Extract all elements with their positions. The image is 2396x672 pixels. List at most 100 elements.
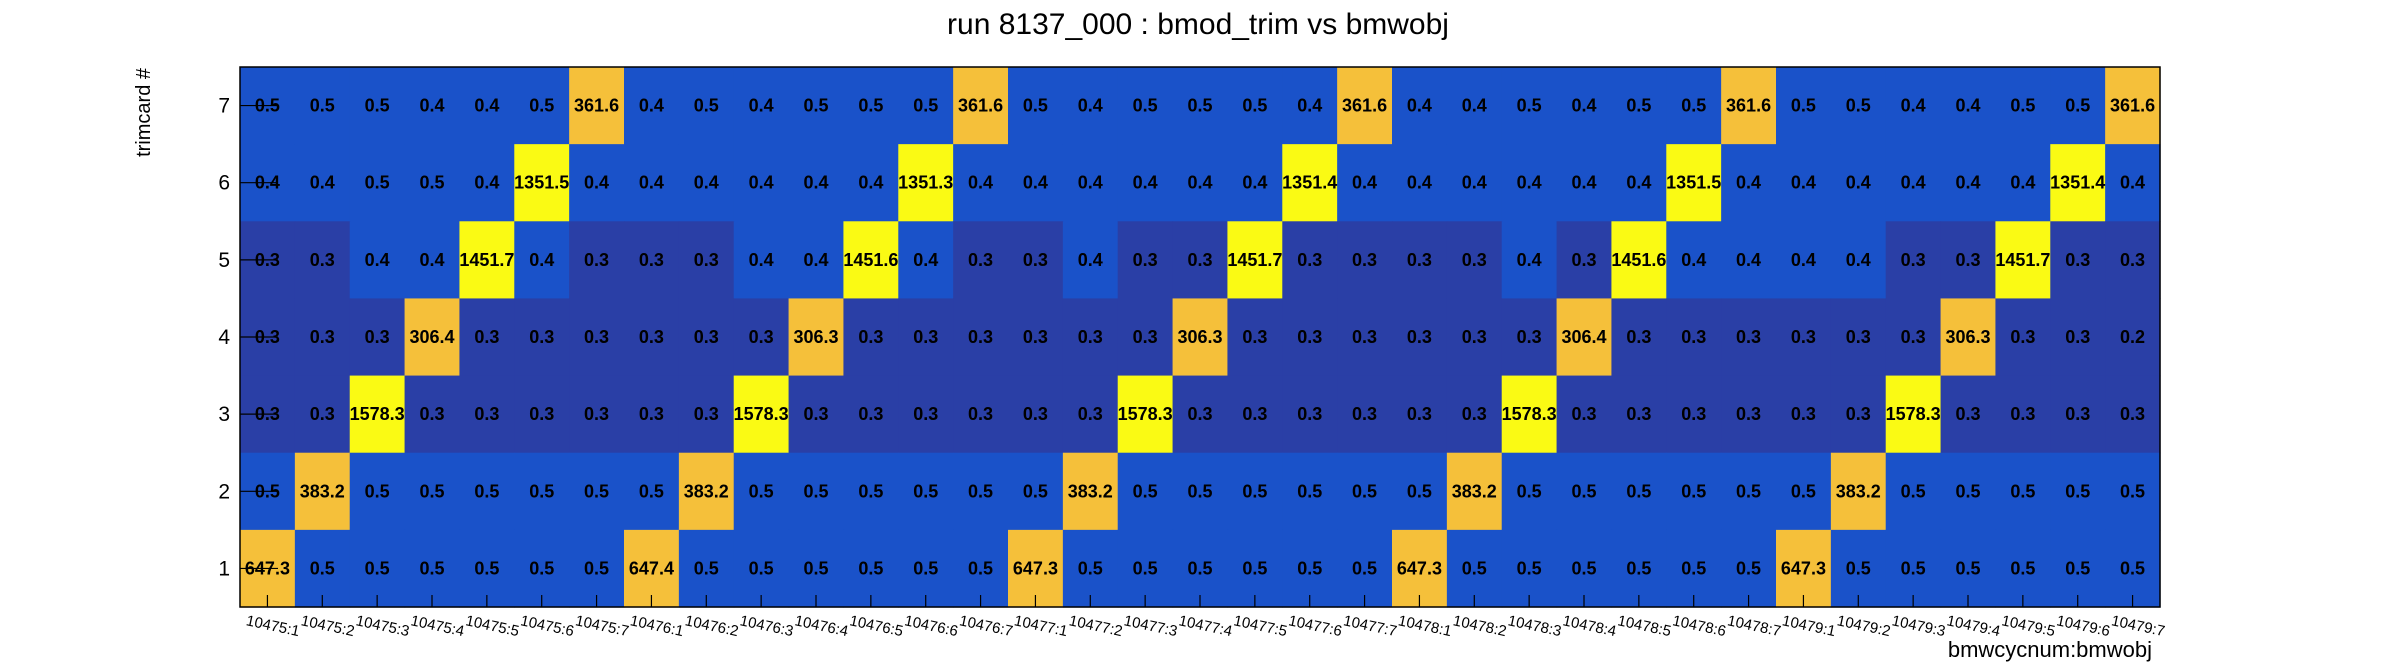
heatmap-cell (1885, 67, 1942, 145)
heatmap-cell (1392, 529, 1448, 608)
heatmap-cell (1337, 67, 1393, 145)
cell-value-label: 0.4 (1407, 173, 1432, 193)
cell-value-label: 1578.3 (1886, 404, 1941, 424)
cell-value-label: 0.3 (1736, 404, 1761, 424)
heatmap-cell (1062, 452, 1119, 531)
heatmap-cell (1062, 144, 1119, 222)
cell-value-label: 0.4 (803, 173, 828, 193)
heatmap-cell (1611, 529, 1667, 608)
cell-value-label: 0.5 (1791, 481, 1816, 501)
heatmap-cell (1117, 375, 1174, 454)
cell-value-label: 0.3 (1571, 404, 1596, 424)
cell-value-label: 0.5 (584, 558, 609, 578)
heatmap-cell (1501, 298, 1558, 377)
cell-value-label: 0.3 (1078, 404, 1103, 424)
x-tick-label: 10478:4 (1561, 612, 1618, 640)
heatmap-cell (2050, 375, 2106, 454)
heatmap-cell (1666, 529, 1722, 608)
heatmap-cell (953, 67, 1009, 145)
cell-value-label: 0.3 (1407, 250, 1432, 270)
heatmap-cell (1995, 221, 2051, 300)
heatmap-cell (2050, 67, 2106, 145)
cell-value-label: 0.3 (1517, 327, 1542, 347)
heatmap-cell (349, 529, 406, 608)
cell-value-label: 0.5 (2120, 481, 2145, 501)
cell-value-label: 0.4 (749, 96, 774, 116)
heatmap-cell (788, 221, 845, 300)
heatmap-cell (1940, 375, 1997, 454)
heatmap-cell (1172, 221, 1229, 300)
heatmap-cell (1227, 144, 1283, 222)
heatmap-cell (404, 452, 461, 531)
cell-value-label: 0.3 (639, 327, 664, 347)
heatmap-cell (1556, 298, 1613, 377)
cell-value-label: 0.3 (1901, 327, 1926, 347)
heatmap-cell (2105, 529, 2161, 608)
heatmap-cell (1501, 452, 1558, 531)
heatmap-cell (1885, 221, 1942, 300)
x-tick-label: 10477:6 (1287, 612, 1344, 640)
cell-value-label: 0.5 (749, 481, 774, 501)
cell-value-label: 0.3 (1407, 404, 1432, 424)
heatmap-cell (843, 452, 899, 531)
heatmap-cell (953, 375, 1009, 454)
heatmap-cell (1666, 298, 1722, 377)
heatmap-cell (624, 67, 680, 145)
cell-value-label: 0.3 (968, 250, 993, 270)
heatmap-cell (843, 67, 899, 145)
heatmap-cell (1556, 221, 1613, 300)
heatmap-cell (898, 298, 954, 377)
cell-value-label: 0.4 (474, 96, 499, 116)
cell-value-label: 0.4 (1736, 250, 1761, 270)
heatmap-cell (349, 298, 406, 377)
heatmap-cell (1611, 375, 1667, 454)
heatmap-cell (1995, 529, 2051, 608)
cell-value-label: 0.4 (419, 96, 444, 116)
cell-value-label: 0.3 (1901, 250, 1926, 270)
cell-value-label: 1451.6 (843, 250, 898, 270)
heatmap-cell (1008, 298, 1064, 377)
heatmap-cell (733, 375, 790, 454)
x-tick-label: 10479:4 (1945, 612, 2002, 640)
cell-value-label: 0.4 (749, 173, 774, 193)
cell-value-label: 0.3 (1352, 404, 1377, 424)
cell-value-label: 0.4 (1517, 250, 1542, 270)
heatmap-cell (1282, 144, 1338, 222)
cell-value-label: 0.3 (2010, 404, 2035, 424)
heatmap-cell (624, 452, 680, 531)
cell-value-label: 0.5 (913, 96, 938, 116)
cell-value-label: 0.5 (858, 481, 883, 501)
cell-value-label: 0.4 (474, 173, 499, 193)
heatmap-cell (2105, 221, 2161, 300)
heatmap-cell (1227, 529, 1283, 608)
heatmap-cell (294, 529, 351, 608)
cell-value-label: 0.3 (310, 327, 335, 347)
x-tick-label: 10476:3 (738, 612, 795, 640)
x-tick-label: 10479:1 (1781, 612, 1838, 640)
heatmap-cell (349, 67, 406, 145)
cell-value-label: 0.5 (365, 481, 390, 501)
heatmap-cell (1172, 67, 1229, 145)
cell-value-label: 0.3 (1462, 327, 1487, 347)
cell-value-label: 0.5 (1023, 481, 1048, 501)
heatmap-cell (1172, 144, 1229, 222)
cell-value-label: 0.5 (1901, 481, 1926, 501)
heatmap-cell (788, 452, 845, 531)
heatmap-cell (1282, 452, 1338, 531)
y-tick-label: 1 (218, 557, 230, 580)
heatmap-cell (1721, 221, 1777, 300)
cell-value-label: 1351.5 (1666, 173, 1721, 193)
cell-value-label: 0.5 (2065, 481, 2090, 501)
heatmap-row (240, 375, 2161, 454)
cell-value-label: 383.2 (684, 481, 729, 501)
x-tick-label: 10479:2 (1835, 612, 1892, 640)
cell-value-label: 0.5 (1736, 481, 1761, 501)
cell-value-label: 1351.4 (1282, 173, 1337, 193)
heatmap-cell (624, 529, 680, 608)
heatmap-cell (843, 298, 899, 377)
cell-value-label: 0.4 (1571, 173, 1596, 193)
x-tick-label: 10479:3 (1890, 612, 1947, 640)
cell-value-label: 0.4 (749, 250, 774, 270)
cell-value-label: 383.2 (1068, 481, 1113, 501)
cell-value-label: 0.5 (694, 558, 719, 578)
